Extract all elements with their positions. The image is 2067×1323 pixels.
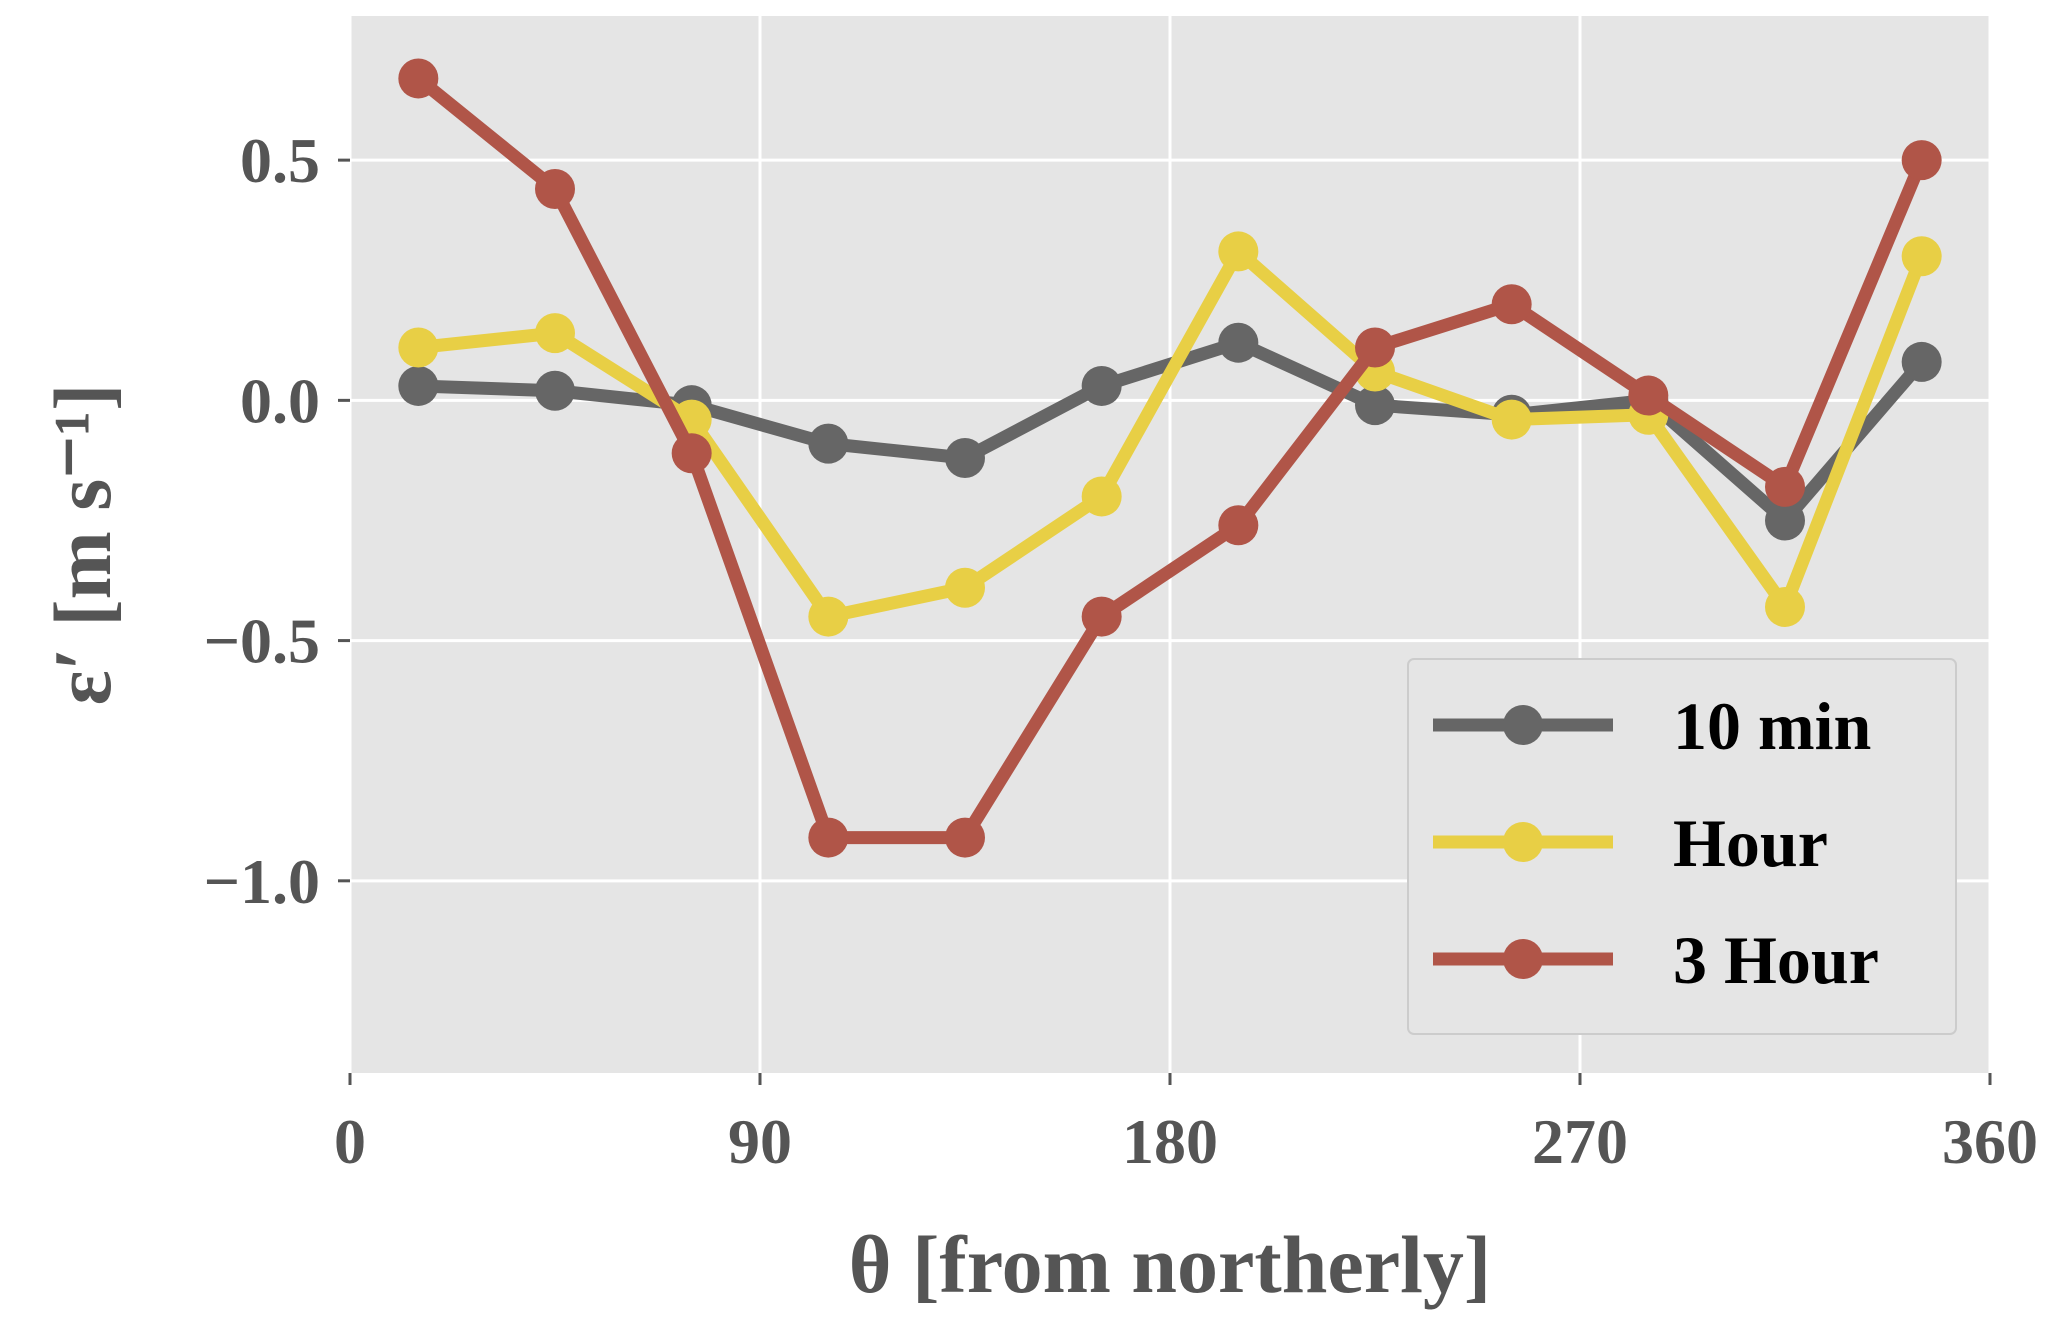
legend-label: Hour: [1673, 805, 1828, 881]
x-tick-label: 0: [334, 1106, 366, 1177]
legend-swatch-marker: [1503, 939, 1543, 979]
data-point: [535, 168, 575, 209]
y-tick-label: −1.0: [204, 846, 320, 917]
data-point: [1355, 327, 1395, 368]
legend-item: 10 min: [1433, 688, 1871, 764]
legend-swatch-marker: [1503, 822, 1543, 862]
data-point: [945, 817, 985, 858]
x-axis: 0 90 180 270 360: [334, 1073, 2038, 1177]
data-point: [398, 327, 439, 368]
data-point: [808, 817, 849, 858]
data-point: [808, 423, 849, 464]
y-tick-label: −0.5: [204, 606, 320, 677]
data-point: [945, 438, 985, 479]
data-point: [1901, 341, 1942, 382]
data-point: [398, 58, 439, 99]
data-point: [945, 567, 985, 608]
data-point: [1218, 505, 1259, 546]
data-point: [535, 370, 575, 411]
data-point: [1901, 140, 1942, 181]
x-tick-label: 270: [1532, 1106, 1628, 1177]
data-point: [1765, 500, 1805, 541]
data-point: [1765, 466, 1805, 507]
data-point: [1765, 586, 1805, 627]
data-point: [1628, 375, 1669, 416]
legend-item: 3 Hour: [1433, 922, 1879, 998]
data-point: [535, 313, 575, 354]
data-point: [1218, 322, 1259, 363]
data-point: [1081, 476, 1122, 517]
series-line: [414, 73, 1928, 845]
data-point: [1901, 236, 1942, 277]
data-point: [1355, 385, 1395, 426]
y-tick-label: 0.5: [240, 125, 320, 196]
legend-label: 10 min: [1673, 688, 1871, 764]
data-point: [1491, 399, 1532, 440]
legend-swatch-marker: [1503, 705, 1543, 745]
y-axis-label: ε′ [m s⁻¹]: [37, 384, 128, 706]
data-point: [398, 365, 439, 406]
legend-item: Hour: [1433, 805, 1828, 881]
data-point: [1218, 231, 1259, 272]
data-point: [1491, 284, 1532, 325]
y-tick-label: 0.0: [240, 365, 320, 436]
legend-box: [1407, 658, 1957, 1035]
x-axis-label: θ [from northerly]: [849, 1219, 1491, 1310]
grid: [348, 16, 1992, 1073]
series-3-hour: [398, 58, 1942, 858]
x-tick-label: 90: [728, 1106, 792, 1177]
data-point: [671, 433, 712, 474]
legend-label: 3 Hour: [1673, 922, 1879, 998]
data-point: [1081, 596, 1122, 637]
data-point: [1081, 365, 1122, 406]
x-tick-label: 180: [1122, 1106, 1218, 1177]
legend: 10 min Hour 3 Hour: [1407, 658, 1957, 1035]
x-tick-label: 360: [1942, 1106, 2038, 1177]
y-axis: 0.5 0.0 −0.5 −1.0: [204, 125, 350, 917]
data-point: [808, 596, 849, 637]
series-group: [398, 58, 1942, 858]
